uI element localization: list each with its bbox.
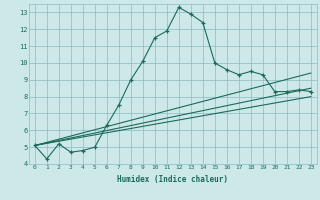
X-axis label: Humidex (Indice chaleur): Humidex (Indice chaleur) [117, 175, 228, 184]
